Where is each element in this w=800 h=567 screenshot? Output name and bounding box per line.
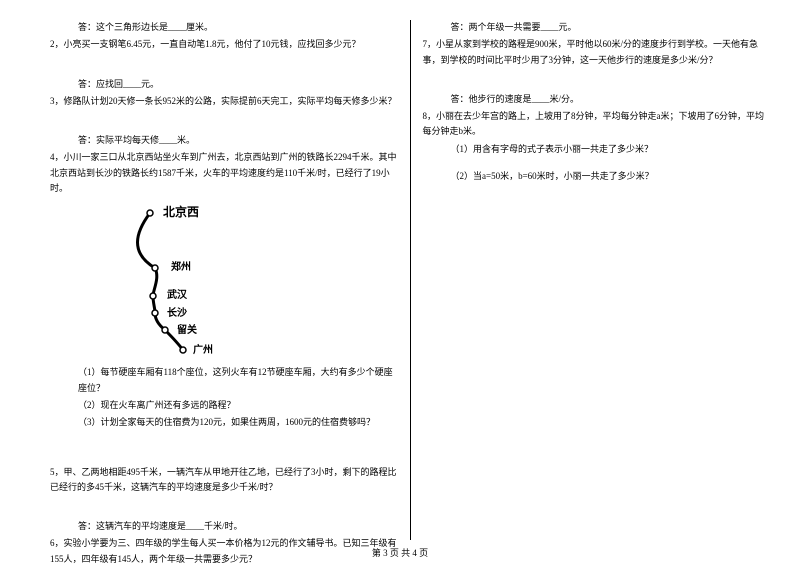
left-column: 答：这个三角形边长是____厘米。 2，小亮买一支钢笔6.45元，一直自动笔1.…: [50, 20, 410, 540]
city-node-guangzhou: [180, 347, 186, 353]
city-node-changsha: [152, 310, 158, 316]
q4-sub3: （3）计划全家每天的住宿费为120元，如果住两周，1600元的住宿费够吗？: [50, 415, 398, 430]
city-label-changsha: 长沙: [167, 306, 187, 319]
city-node-shaoguan: [162, 327, 168, 333]
city-label-shaoguan: 留关: [177, 323, 197, 336]
q8-sub2: （2）当a=50米，b=60米时，小丽一共走了多少米？: [423, 169, 771, 184]
q4-sub1: （1）每节硬座车厢有118个座位，这列火车有12节硬座车厢，大约有多少个硬座座位…: [50, 365, 398, 396]
q5-text: 5，甲、乙两地相距495千米，一辆汽车从甲地开往乙地，已经行了3小时，剩下的路程…: [50, 465, 398, 496]
q7-text: 7，小星从家到学校的路程是900米，平时他以60米/分的速度步行到学校。一天他有…: [423, 37, 771, 68]
page-footer: 第 3 页 共 4 页: [0, 546, 800, 559]
q4-sub2: （2）现在火车离广州还有多远的路程？: [50, 398, 398, 413]
q7-answer: 答：他步行的速度是____米/分。: [423, 92, 771, 107]
city-label-zhengzhou: 郑州: [171, 260, 191, 273]
city-label-wuhan: 武汉: [167, 288, 188, 301]
q8-text: 8，小丽在去少年宫的路上，上坡用了8分钟，平均每分钟走a米；下坡用了6分钟，平均…: [423, 109, 771, 140]
triangle-answer: 答：这个三角形边长是____厘米。: [50, 20, 398, 35]
city-node-wuhan: [150, 293, 156, 299]
q2-answer: 答：应找回____元。: [50, 77, 398, 92]
q5-answer: 答：这辆汽车的平均速度是____千米/时。: [50, 519, 398, 534]
q8-sub1: （1）用含有字母的式子表示小丽一共走了多少米？: [423, 142, 771, 157]
city-node-beijing: [147, 210, 153, 216]
railway-map: 北京西 郑州 武汉 长沙 留关 广州: [105, 198, 240, 363]
q6-answer: 答：两个年级一共需要____元。: [423, 20, 771, 35]
city-label-beijing: 北京西: [163, 204, 199, 219]
city-node-zhengzhou: [152, 265, 158, 271]
q3-answer: 答：实际平均每天修____米。: [50, 133, 398, 148]
q3-text: 3，修路队计划20天修一条长952米的公路，实际提前6天完工，实际平均每天修多少…: [50, 94, 398, 109]
q4-text: 4，小川一家三口从北京西站坐火车到广州去，北京西站到广州的铁路长2294千米。其…: [50, 150, 398, 196]
right-column: 答：两个年级一共需要____元。 7，小星从家到学校的路程是900米，平时他以6…: [410, 20, 771, 540]
q2-text: 2，小亮买一支钢笔6.45元，一直自动笔1.8元，他付了10元钱，应找回多少元？: [50, 37, 398, 52]
city-label-guangzhou: 广州: [193, 343, 213, 356]
